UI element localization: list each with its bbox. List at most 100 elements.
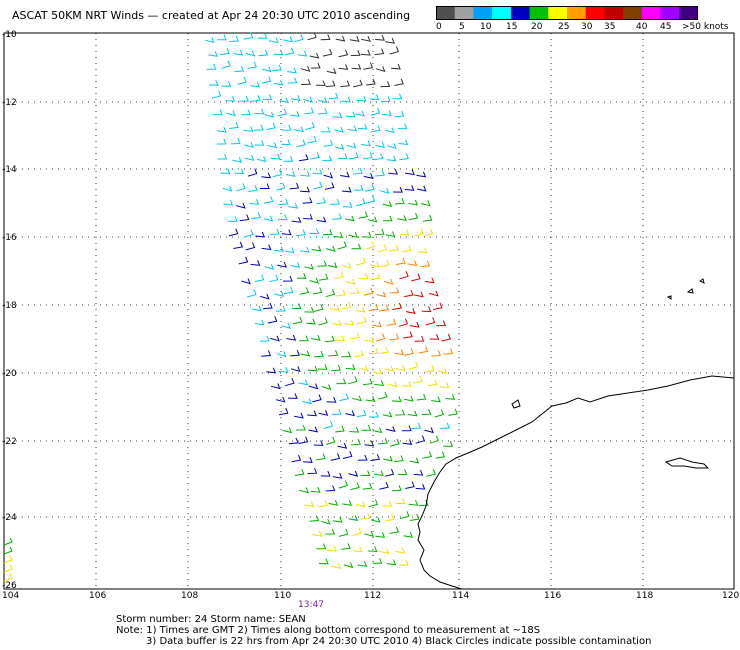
wind-barb <box>278 407 289 416</box>
wind-barb <box>429 290 439 297</box>
wind-barb <box>425 317 436 326</box>
wind-barb <box>352 168 363 175</box>
wind-barb <box>416 171 427 178</box>
legend-swatch <box>604 6 624 20</box>
lon-label: 104 <box>2 591 19 600</box>
wind-barb <box>386 155 397 162</box>
wind-barb <box>318 410 329 416</box>
wind-barb <box>358 211 368 219</box>
wind-barb <box>310 486 321 493</box>
wind-barb <box>339 393 349 402</box>
wind-barb <box>211 90 222 99</box>
wind-barb <box>334 126 344 133</box>
wind-barb <box>361 232 372 238</box>
legend-swatch <box>492 6 512 20</box>
wind-barb <box>320 518 331 525</box>
wind-barb <box>387 143 397 150</box>
wind-barb <box>357 316 367 325</box>
scale-label: 45 <box>660 22 672 32</box>
wind-barb <box>356 198 366 207</box>
wind-barb <box>416 393 427 401</box>
wind-barb <box>261 244 272 251</box>
wind-barb <box>325 335 335 343</box>
wind-barb <box>386 559 397 566</box>
wind-barb <box>342 451 353 459</box>
wind-barb <box>213 109 223 116</box>
wind-barb <box>307 32 317 41</box>
wind-barb <box>341 351 352 358</box>
wind-barb <box>334 335 345 342</box>
wind-barb <box>3 537 13 546</box>
wind-barb <box>382 110 392 116</box>
wind-barb <box>415 483 426 490</box>
wind-barb <box>341 186 352 193</box>
wind-barb <box>347 125 358 132</box>
lat-label: -14 <box>2 165 17 175</box>
wind-barb <box>435 451 446 459</box>
wind-barb <box>306 318 316 325</box>
wind-barb <box>382 201 393 208</box>
wind-barb <box>273 49 284 56</box>
wind-barb <box>426 469 436 477</box>
wind-barb <box>229 35 240 42</box>
wind-barb <box>206 63 217 70</box>
wind-barb <box>275 305 286 312</box>
wind-barb <box>274 290 285 297</box>
wind-barb <box>302 398 312 405</box>
wind-barb <box>330 198 341 205</box>
wind-barb <box>374 380 385 386</box>
wind-barb <box>289 182 300 190</box>
wind-barb <box>299 487 310 494</box>
wind-barb <box>368 304 379 312</box>
pass-time-label: 13:47 <box>298 600 324 610</box>
wind-barb <box>413 469 424 476</box>
wind-barb <box>283 287 294 295</box>
wind-barb <box>328 92 339 100</box>
wind-barb <box>296 273 307 279</box>
wind-barb <box>362 482 373 490</box>
wind-barb <box>434 409 444 418</box>
scale-label: 10 <box>480 22 492 32</box>
wind-barb <box>216 126 227 133</box>
wind-barb <box>296 424 306 431</box>
wind-barb <box>328 350 339 357</box>
wind-barb <box>353 79 363 88</box>
wind-barb <box>387 381 398 388</box>
wind-barb <box>345 410 356 417</box>
wind-barb <box>371 125 381 133</box>
wind-barb <box>300 186 310 193</box>
wind-barb <box>296 229 306 237</box>
wind-barb <box>338 480 349 489</box>
wind-barb <box>298 154 309 162</box>
wind-barb <box>404 289 414 298</box>
wind-barb <box>285 171 296 177</box>
wind-barb <box>259 335 270 342</box>
wind-barb <box>316 453 326 461</box>
wind-barb <box>267 316 278 324</box>
wind-barb <box>374 470 384 477</box>
wind-barb <box>296 139 306 148</box>
wind-barb <box>275 396 286 403</box>
wind-barb <box>344 215 355 222</box>
wind-barb <box>297 50 308 57</box>
wind-barb <box>220 168 231 174</box>
wind-barb <box>315 80 326 87</box>
wind-barb <box>357 561 368 567</box>
wind-barb <box>334 271 344 280</box>
wind-barb <box>263 196 274 204</box>
wind-barb <box>360 512 371 520</box>
wind-barb <box>395 409 406 416</box>
wind-barb <box>318 558 329 565</box>
wind-barb <box>299 335 309 342</box>
wind-barb <box>360 49 371 56</box>
wind-barb <box>313 440 324 446</box>
wind-barb <box>409 321 420 328</box>
wind-barb <box>448 408 458 416</box>
wind-barb <box>332 472 343 479</box>
wind-barb <box>352 395 362 402</box>
wind-barb <box>304 107 315 115</box>
wind-barb <box>272 64 282 72</box>
wind-barb <box>379 304 389 312</box>
wind-barb <box>340 80 351 88</box>
wind-barb <box>348 515 358 521</box>
